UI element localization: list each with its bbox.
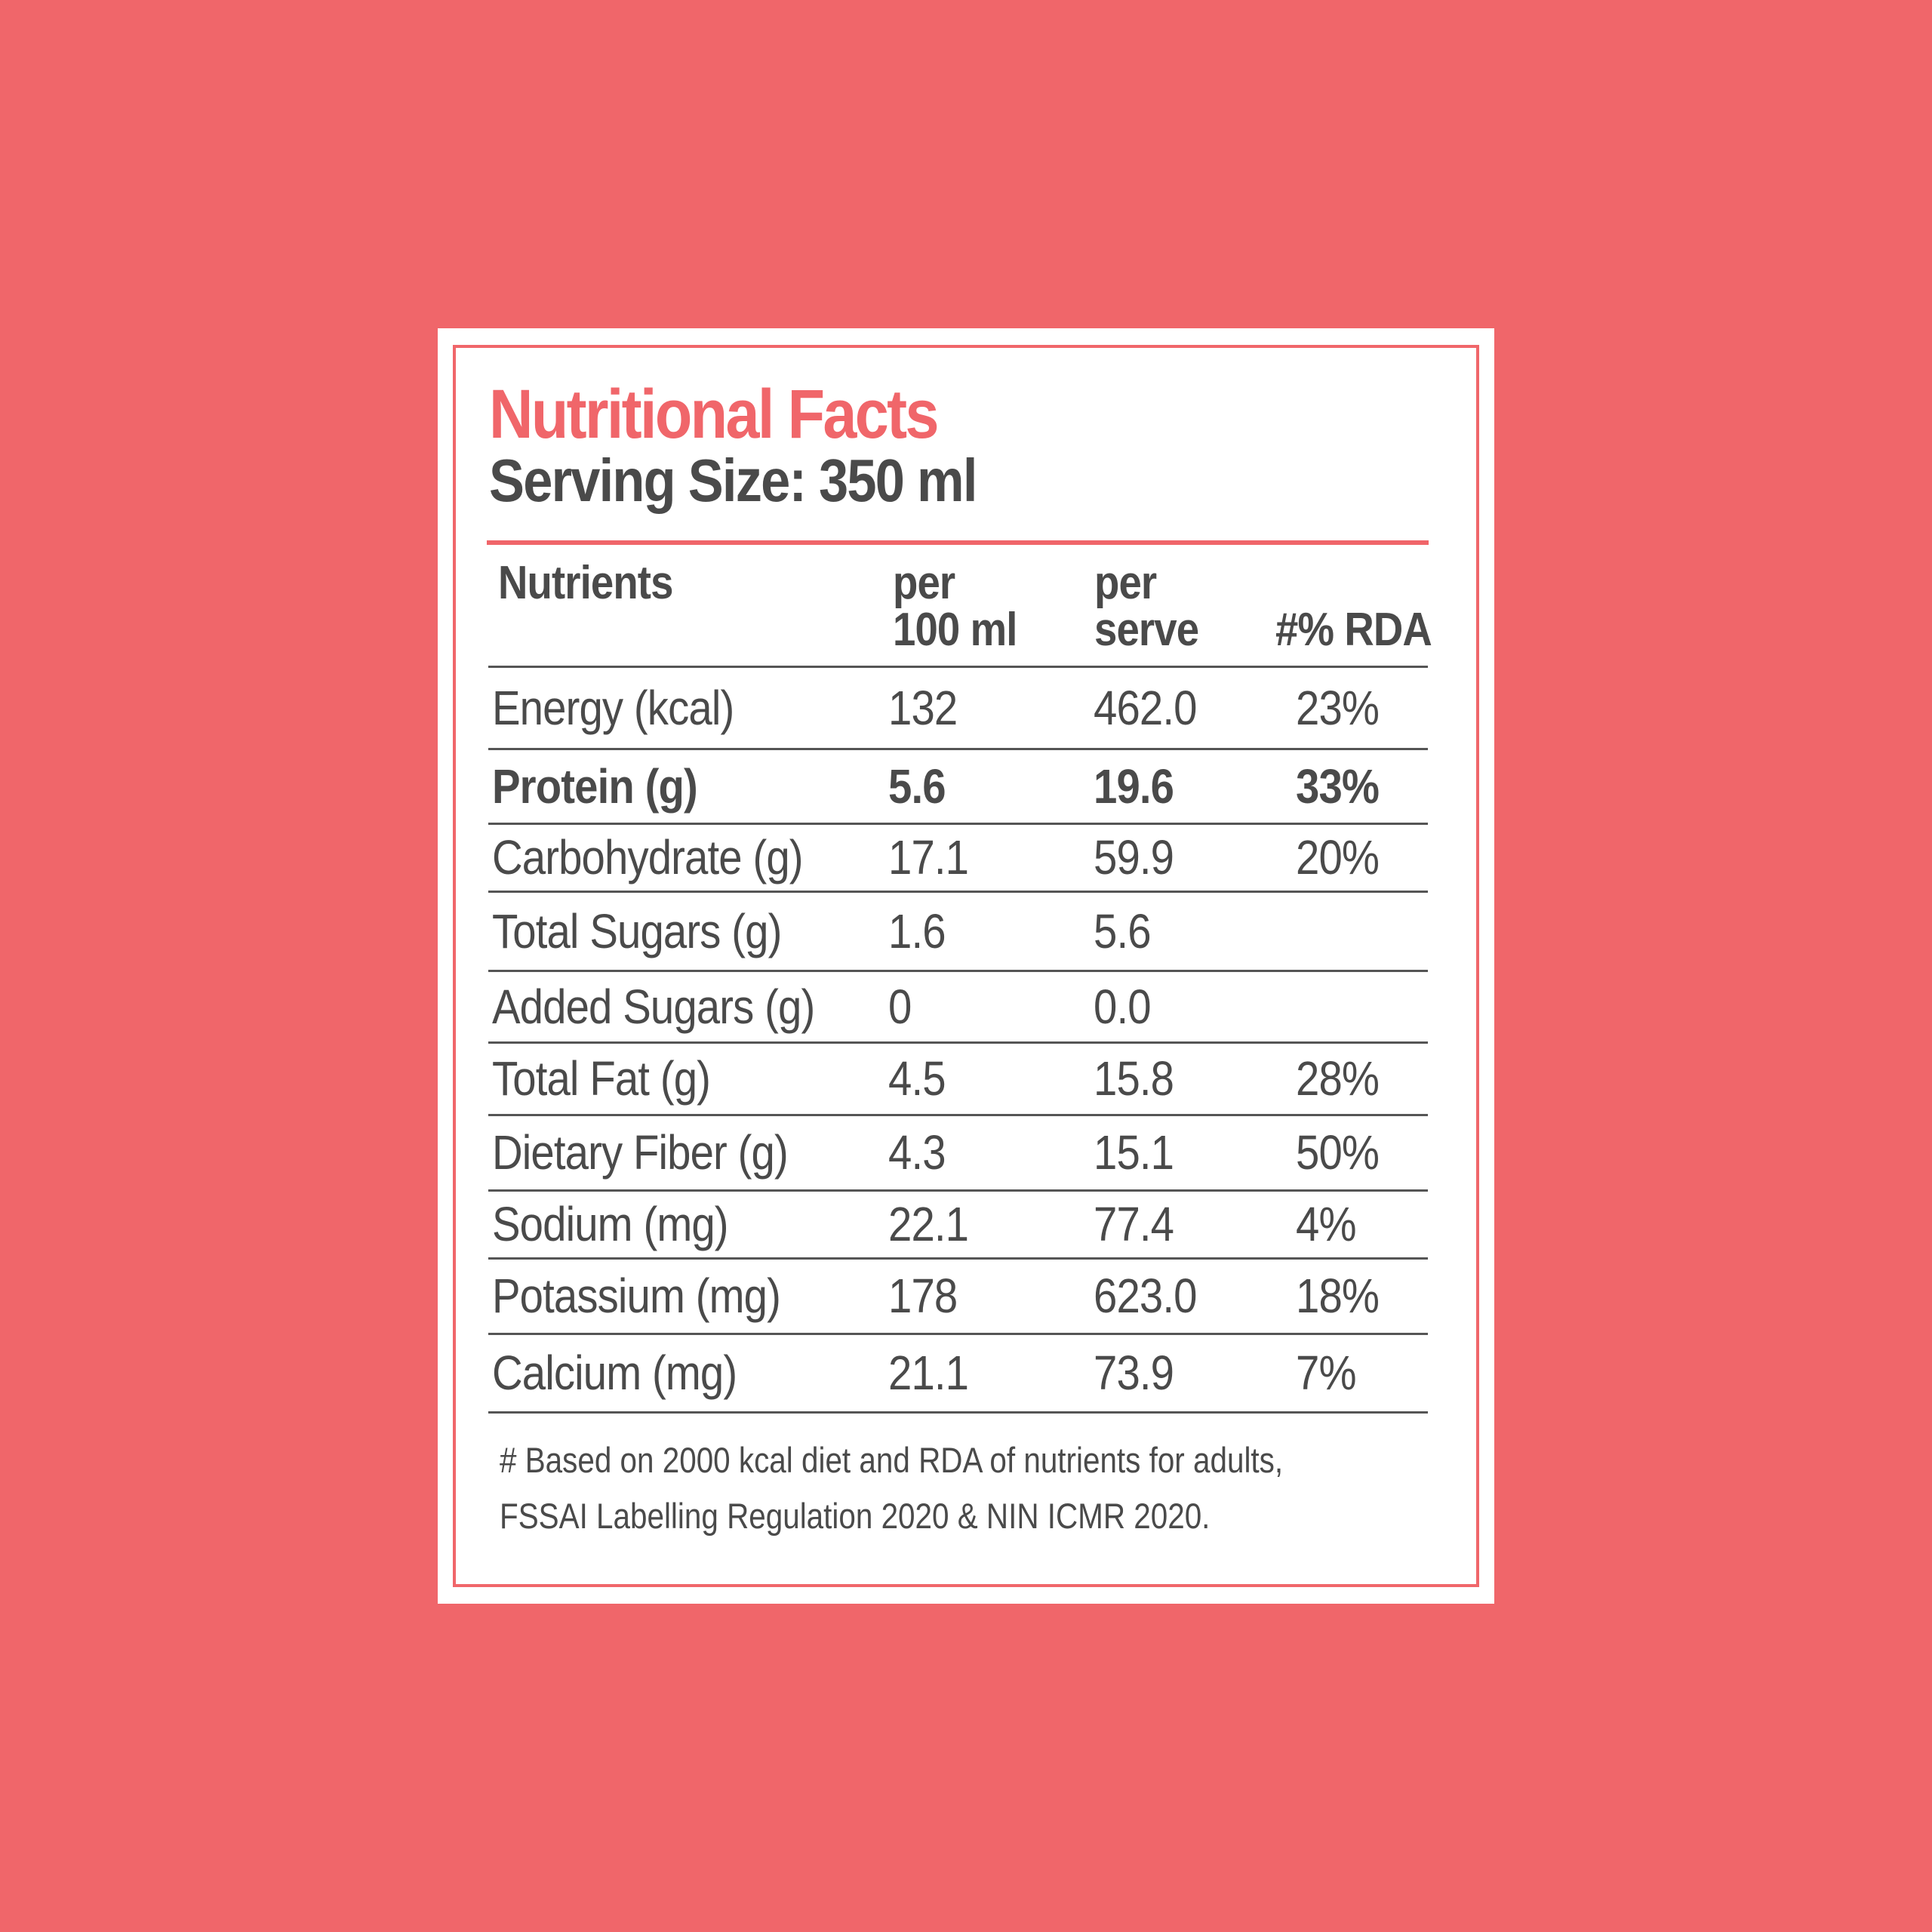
nutrient-name: Calcium (mg): [492, 1346, 737, 1400]
nutrient-name: Sodium (mg): [492, 1197, 729, 1251]
header-per-serve-line-1: per: [1094, 557, 1157, 609]
table-row-divider: [488, 748, 1428, 750]
nutrient-name: Potassium (mg): [492, 1269, 781, 1323]
table-row-divider: [488, 970, 1428, 972]
footnote-line-2: FSSAI Labelling Regulation 2020 & NIN IC…: [500, 1496, 1211, 1536]
nutrient-value-per-100ml: 4.5: [888, 1051, 946, 1106]
table-row-divider: [488, 1114, 1428, 1116]
nutrient-value-per-100ml: 17.1: [888, 830, 969, 884]
header-per-100ml: per 100 ml: [893, 560, 1017, 654]
nutrient-value-per-serve: 15.8: [1094, 1051, 1174, 1106]
nutrient-value-per-serve: 73.9: [1094, 1346, 1174, 1400]
nutrient-value-per-serve: 59.9: [1094, 830, 1174, 884]
nutrient-value-per-serve: 5.6: [1094, 904, 1152, 958]
header-per-100ml-line-2: 100 ml: [893, 604, 1017, 656]
nutrient-value-per-serve: 0.0: [1094, 980, 1152, 1034]
table-row-divider: [488, 891, 1428, 893]
table-row-divider: [488, 1411, 1428, 1414]
nutrient-name: Total Fat (g): [492, 1051, 711, 1106]
header-per-serve: per serve: [1094, 557, 1199, 656]
nutrient-name: Energy (kcal): [492, 681, 734, 735]
label-title: Nutritional Facts: [489, 376, 940, 453]
nutrient-value-per-100ml: 1.6: [888, 904, 946, 958]
serving-size: Serving Size: 350 ml: [489, 447, 977, 514]
table-row-divider: [488, 1257, 1428, 1260]
header-nutrients: Nutrients: [498, 557, 673, 609]
nutrient-value-rda: 23%: [1296, 681, 1380, 735]
nutrient-value-rda: 4%: [1296, 1197, 1357, 1251]
nutrient-value-per-serve: 623.0: [1094, 1269, 1197, 1323]
nutrient-value-per-100ml: 4.3: [888, 1125, 946, 1180]
nutrient-value-rda: 7%: [1296, 1346, 1357, 1400]
table-row-divider: [488, 1041, 1428, 1044]
nutrient-value-per-serve: 462.0: [1094, 681, 1197, 735]
nutrient-value-rda: 20%: [1296, 830, 1380, 884]
nutrient-value-per-100ml: 22.1: [888, 1197, 969, 1251]
nutrient-value-per-100ml: 5.6: [888, 759, 946, 814]
header-rda: #% RDA: [1275, 604, 1432, 656]
nutrient-value-per-100ml: 0: [888, 980, 912, 1034]
nutrient-value-rda: 50%: [1296, 1125, 1380, 1180]
table-row-divider: [488, 1333, 1428, 1335]
nutrient-value-per-100ml: 21.1: [888, 1346, 969, 1400]
nutrient-name: Protein (g): [492, 759, 698, 814]
nutrient-name: Dietary Fiber (g): [492, 1125, 789, 1180]
nutrient-value-per-serve: 77.4: [1094, 1197, 1174, 1251]
nutrient-value-per-serve: 19.6: [1094, 759, 1174, 814]
footnote: # Based on 2000 kcal diet and RDA of nut…: [500, 1432, 1283, 1544]
nutrient-value-rda: 18%: [1296, 1269, 1380, 1323]
header-per-100ml-line-1: per: [893, 557, 955, 609]
nutrient-value-per-100ml: 132: [888, 681, 958, 735]
title-divider: [487, 540, 1429, 545]
nutrient-value-per-100ml: 178: [888, 1269, 958, 1323]
table-row-divider: [488, 666, 1428, 668]
table-row-divider: [488, 1189, 1428, 1192]
nutrient-name: Added Sugars (g): [492, 980, 815, 1034]
nutrient-value-rda: 28%: [1296, 1051, 1380, 1106]
table-row-divider: [488, 823, 1428, 825]
nutrition-label-inner-border: [453, 345, 1479, 1587]
nutrient-value-per-serve: 15.1: [1094, 1125, 1174, 1180]
nutrient-value-rda: 33%: [1296, 759, 1380, 814]
nutrient-name: Total Sugars (g): [492, 904, 782, 958]
footnote-line-1: # Based on 2000 kcal diet and RDA of nut…: [500, 1440, 1284, 1480]
header-per-serve-line-2: serve: [1094, 604, 1199, 656]
nutrient-name: Carbohydrate (g): [492, 830, 804, 884]
